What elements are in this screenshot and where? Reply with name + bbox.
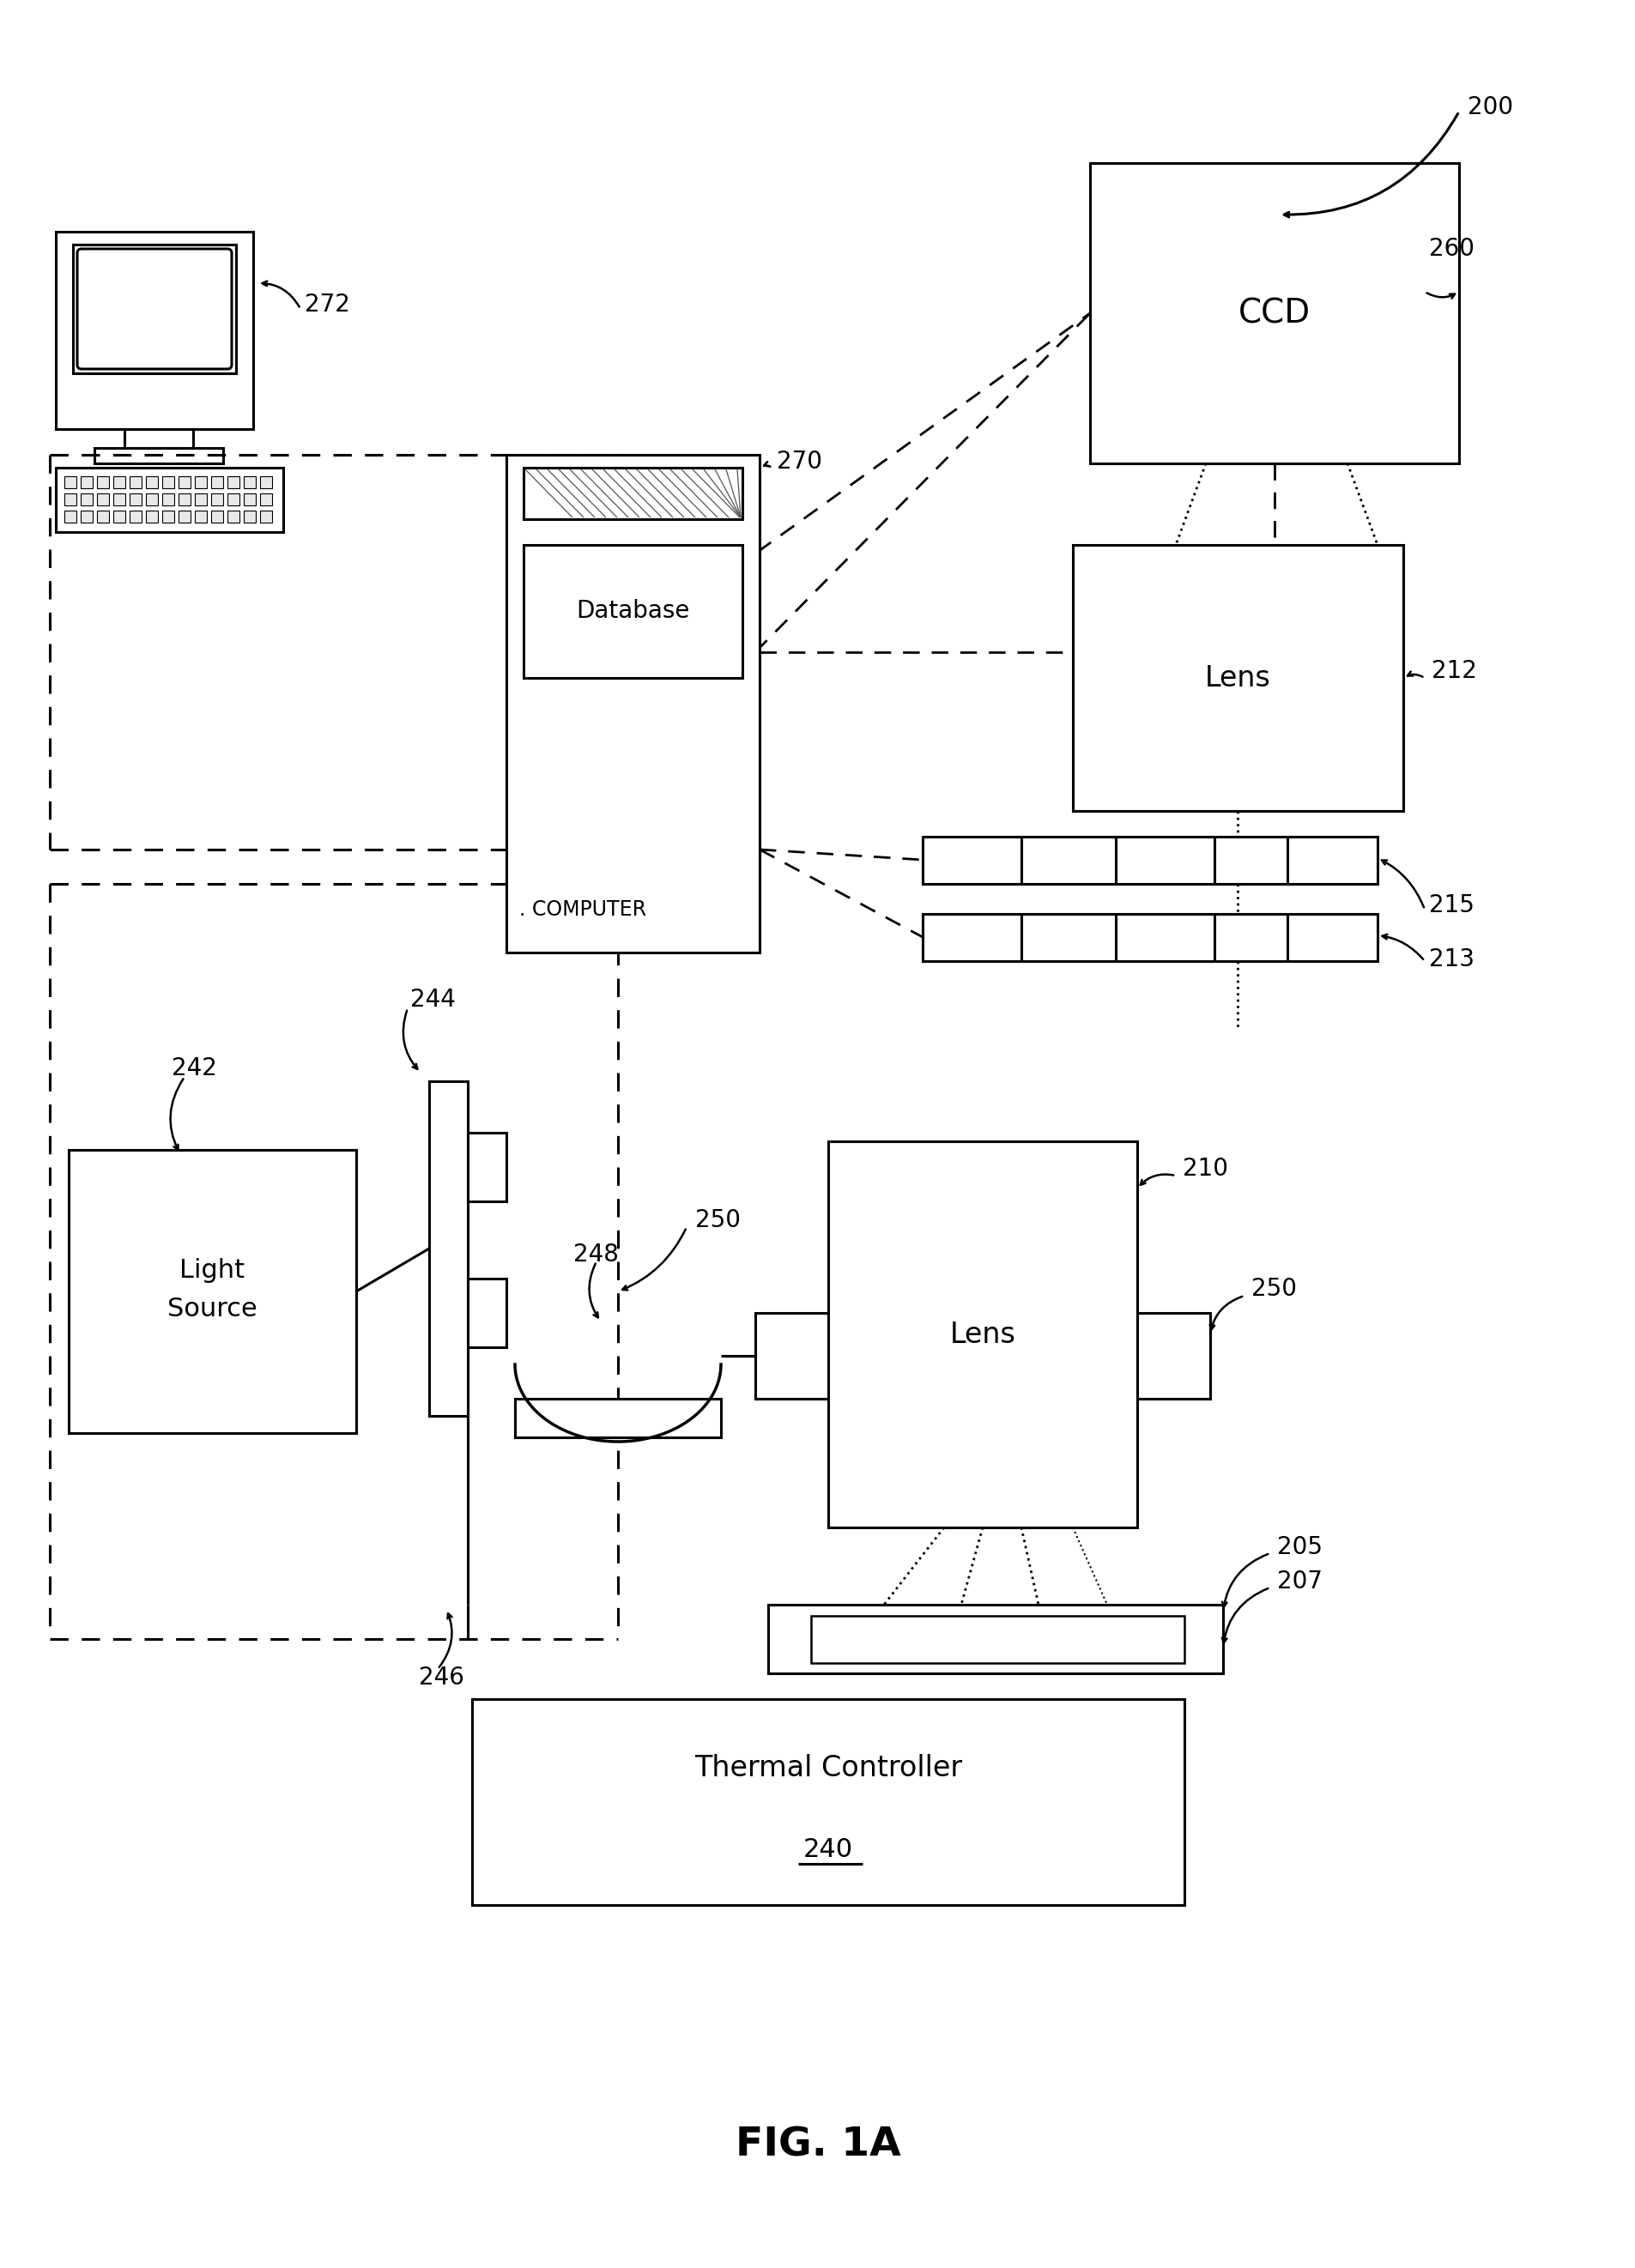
Bar bbox=[129, 510, 142, 522]
Text: Lens: Lens bbox=[1203, 665, 1270, 692]
FancyBboxPatch shape bbox=[77, 249, 232, 370]
Bar bbox=[64, 494, 77, 506]
Text: Thermal Controller: Thermal Controller bbox=[693, 1753, 961, 1783]
Text: Database: Database bbox=[576, 599, 688, 624]
Text: 200: 200 bbox=[1467, 95, 1512, 120]
Bar bbox=[922, 837, 1377, 885]
Bar bbox=[244, 494, 255, 506]
Bar bbox=[211, 494, 222, 506]
Bar bbox=[811, 1615, 1184, 1662]
Text: 248: 248 bbox=[572, 1243, 618, 1266]
Bar bbox=[523, 544, 742, 678]
Text: 270: 270 bbox=[777, 449, 822, 474]
Bar bbox=[146, 494, 159, 506]
Text: 205: 205 bbox=[1277, 1535, 1321, 1558]
Bar bbox=[515, 1399, 721, 1438]
Bar bbox=[129, 494, 142, 506]
Bar bbox=[146, 476, 159, 488]
Bar bbox=[113, 510, 126, 522]
Bar bbox=[227, 494, 239, 506]
Bar bbox=[80, 476, 93, 488]
Bar bbox=[260, 476, 271, 488]
Bar bbox=[211, 476, 222, 488]
Bar bbox=[95, 449, 222, 463]
Text: . COMPUTER: . COMPUTER bbox=[518, 900, 646, 921]
Bar bbox=[260, 494, 271, 506]
Bar bbox=[827, 1141, 1136, 1526]
Text: 260: 260 bbox=[1429, 236, 1473, 261]
Bar bbox=[468, 1279, 507, 1347]
Bar bbox=[64, 510, 77, 522]
Bar bbox=[1089, 163, 1458, 463]
Bar bbox=[244, 476, 255, 488]
Text: Light: Light bbox=[180, 1256, 245, 1281]
Bar bbox=[162, 476, 175, 488]
Bar bbox=[146, 510, 159, 522]
Bar bbox=[113, 476, 126, 488]
Bar bbox=[195, 494, 206, 506]
Bar bbox=[74, 245, 235, 374]
Bar bbox=[507, 456, 759, 953]
Bar bbox=[129, 476, 142, 488]
Bar bbox=[227, 510, 239, 522]
Text: Source: Source bbox=[167, 1297, 257, 1320]
Bar bbox=[178, 510, 190, 522]
Text: 213: 213 bbox=[1429, 948, 1473, 971]
Bar bbox=[473, 1699, 1184, 1905]
Text: 246: 246 bbox=[419, 1665, 464, 1690]
Bar bbox=[80, 494, 93, 506]
Bar bbox=[468, 1132, 507, 1202]
Bar bbox=[768, 1606, 1223, 1674]
Bar bbox=[162, 494, 175, 506]
Text: 212: 212 bbox=[1431, 660, 1476, 683]
Bar bbox=[80, 510, 93, 522]
Bar bbox=[1136, 1313, 1210, 1399]
Text: 240: 240 bbox=[803, 1837, 853, 1862]
Text: CCD: CCD bbox=[1238, 297, 1310, 329]
Bar bbox=[1073, 544, 1403, 812]
Bar bbox=[162, 510, 175, 522]
Bar bbox=[113, 494, 126, 506]
Text: Lens: Lens bbox=[950, 1320, 1015, 1349]
Bar bbox=[124, 429, 193, 449]
Text: 272: 272 bbox=[304, 293, 350, 318]
Bar bbox=[64, 476, 77, 488]
Text: FIG. 1A: FIG. 1A bbox=[734, 2125, 901, 2164]
Text: 250: 250 bbox=[695, 1209, 741, 1232]
Text: 250: 250 bbox=[1251, 1277, 1297, 1302]
Bar bbox=[260, 510, 271, 522]
Bar bbox=[96, 494, 110, 506]
Text: 210: 210 bbox=[1182, 1157, 1228, 1182]
Text: 207: 207 bbox=[1277, 1569, 1321, 1594]
Bar bbox=[178, 494, 190, 506]
Text: 215: 215 bbox=[1429, 894, 1473, 916]
Bar bbox=[56, 467, 283, 533]
Bar bbox=[211, 510, 222, 522]
Bar bbox=[227, 476, 239, 488]
Bar bbox=[96, 510, 110, 522]
Bar bbox=[96, 476, 110, 488]
Bar bbox=[922, 914, 1377, 962]
Bar bbox=[244, 510, 255, 522]
Bar bbox=[195, 510, 206, 522]
Bar bbox=[56, 231, 253, 429]
Bar bbox=[523, 467, 742, 519]
Bar bbox=[195, 476, 206, 488]
Text: 244: 244 bbox=[410, 987, 456, 1012]
Bar bbox=[69, 1150, 356, 1433]
Text: 242: 242 bbox=[172, 1057, 217, 1080]
Bar bbox=[178, 476, 190, 488]
Bar bbox=[428, 1082, 468, 1415]
Bar bbox=[755, 1313, 827, 1399]
